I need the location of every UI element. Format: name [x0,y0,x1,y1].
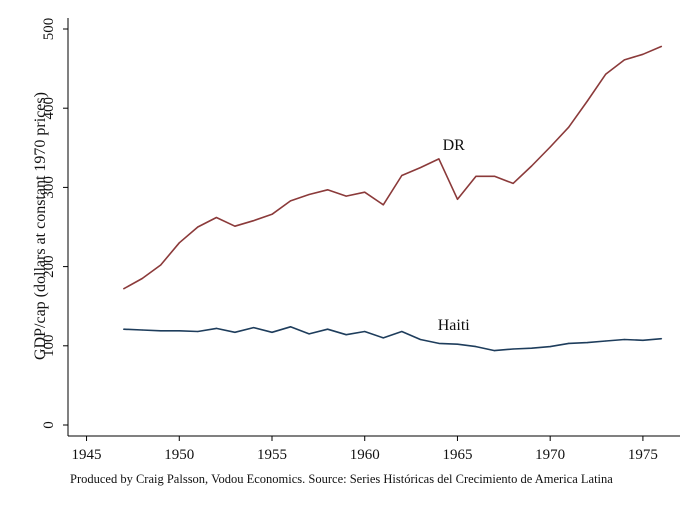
data-point-haiti [456,343,459,345]
x-tick-label: 1955 [257,447,287,463]
data-point-dr [605,73,607,75]
data-point-haiti [660,338,663,340]
data-point-dr [141,277,143,280]
x-tick-label: 1950 [164,447,194,463]
data-point-dr [123,288,125,290]
data-point-haiti [493,350,496,352]
x-tick-label: 1960 [350,447,380,463]
data-point-dr [568,126,570,128]
data-point-dr [197,226,199,228]
data-point-dr [475,175,477,177]
data-point-haiti [178,330,180,332]
data-point-dr [623,59,626,61]
data-point-dr [215,216,217,219]
data-point-dr [493,175,496,177]
data-point-haiti [382,337,384,339]
data-point-dr [271,213,273,215]
data-point-haiti [642,339,644,341]
data-point-haiti [419,338,421,341]
data-point-haiti [252,327,255,329]
x-tick-label: 1945 [72,447,102,463]
series-line-dr [123,45,662,290]
data-point-haiti [475,346,477,348]
data-point-dr [419,167,421,169]
x-tick-label: 1970 [535,447,565,463]
data-point-dr [512,182,514,184]
data-point-haiti [160,330,162,332]
data-point-dr [289,200,292,202]
data-point-haiti [345,334,347,336]
data-point-haiti [327,328,329,330]
data-point-dr [642,53,644,55]
y-tick-label: 0 [41,421,57,429]
data-point-haiti [623,338,626,341]
data-point-haiti [438,342,440,344]
data-point-haiti [123,328,125,330]
x-tick-label: 1975 [628,447,658,463]
data-point-haiti [401,330,403,333]
axes: 0 100 200 300 400 500 1945 1950 1955 1960 1965 1970… [41,18,680,463]
y-tick-label: 400 [41,97,57,120]
series-line-haiti [123,325,662,352]
series-label-haiti: Haiti [438,317,471,334]
x-tick-label: 1965 [442,447,472,463]
data-point-haiti [234,331,236,333]
data-point-dr [345,195,347,197]
data-point-dr [549,146,551,148]
y-axis-label: GDP/cap (dollars at constant 1970 prices… [32,92,49,360]
data-point-dr [531,165,533,167]
data-point-haiti [364,330,366,333]
data-point-dr [456,198,459,200]
y-tick-label: 200 [41,255,57,278]
data-point-haiti [512,348,514,350]
data-point-haiti [308,333,310,335]
data-point-haiti [215,327,217,329]
data-point-haiti [605,340,607,342]
y-tick-label: 300 [41,176,57,199]
data-point-dr [382,204,384,206]
data-point-dr [160,264,162,266]
series-lines [123,45,663,352]
data-point-haiti [568,342,570,344]
data-point-haiti [549,346,551,348]
data-point-dr [438,158,440,160]
data-point-dr [234,225,236,227]
data-point-haiti [197,330,199,333]
data-point-haiti [586,342,588,344]
data-point-dr [327,189,329,191]
series-label-dr: DR [443,137,466,154]
data-point-dr [178,242,180,244]
series-labels: DR Haiti [438,137,471,334]
data-point-dr [364,191,366,193]
data-point-haiti [289,326,292,328]
data-point-haiti [531,347,533,349]
y-tick-label: 500 [41,18,57,41]
data-point-dr [308,193,310,196]
data-point-haiti [141,329,143,331]
data-point-dr [401,174,403,177]
source-note: Produced by Craig Palsson, Vodou Economi… [70,472,613,486]
data-point-haiti [271,331,273,333]
data-point-dr [252,220,255,222]
data-point-dr [660,45,663,48]
data-point-dr [586,100,588,102]
y-tick-label: 100 [41,335,57,358]
